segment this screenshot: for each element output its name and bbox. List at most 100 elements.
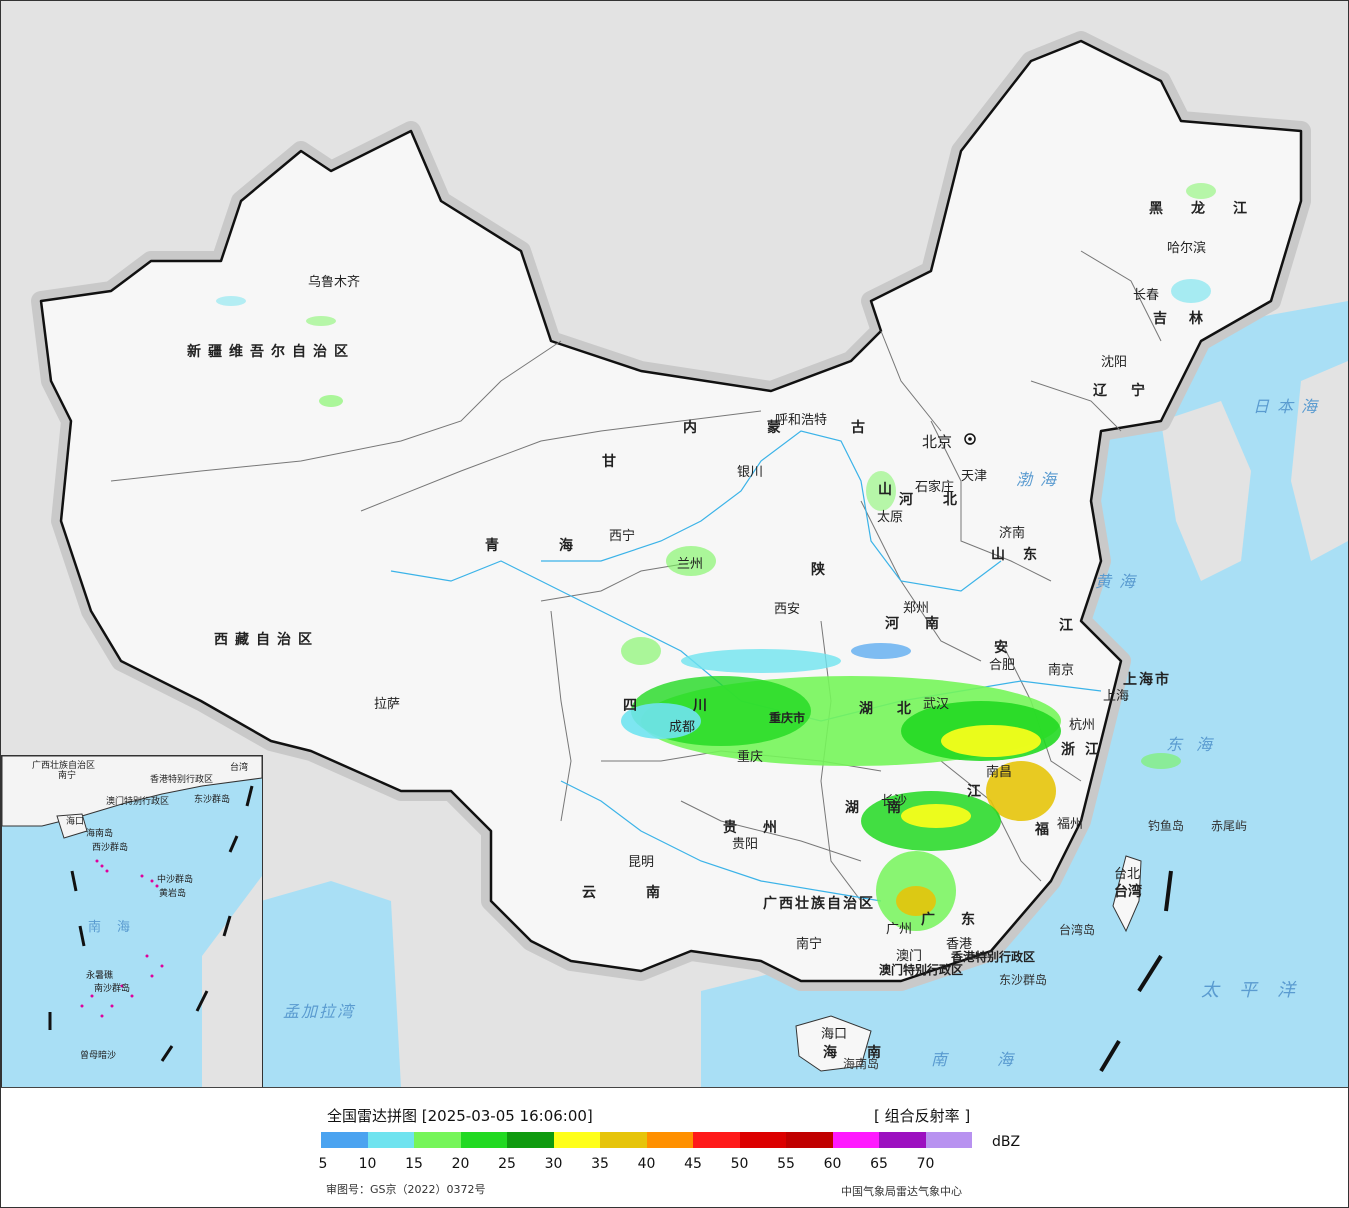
city-hefei: 合肥	[989, 658, 1016, 673]
city-jinan: 济南	[999, 526, 1026, 541]
inset-right-land	[202, 876, 262, 1087]
legend-tick-label: 25	[498, 1156, 516, 1172]
city-macau: 澳门	[896, 949, 923, 964]
city-chengdu: 成都	[669, 720, 696, 735]
label-guangdong: 广东	[921, 912, 1001, 928]
city-nanjing: 南京	[1048, 663, 1075, 678]
sea-yellow: 黄海	[1095, 572, 1144, 591]
city-hohhot: 呼和浩特	[775, 413, 828, 428]
city-zhengzhou: 郑州	[903, 601, 930, 616]
label-shandong: 山东	[991, 547, 1055, 563]
inset-label-hk: 香港特别行政区	[150, 775, 214, 785]
review-number: 审图号：GS京（2022）0372号	[326, 1183, 486, 1196]
color-scale-bar	[321, 1132, 972, 1148]
sea-japan: 日本海	[1253, 397, 1326, 416]
city-kunming: 昆明	[628, 855, 655, 870]
legend-swatch	[925, 1132, 972, 1148]
city-harbin: 哈尔滨	[1167, 241, 1207, 256]
inset-label-zengmu: 曾母暗沙	[80, 1051, 117, 1061]
inset-label-yongshu: 永暑礁	[86, 971, 114, 981]
label-henan: 河南	[885, 616, 965, 632]
city-chongqing: 重庆	[737, 750, 764, 765]
inset-hainan	[56, 813, 88, 839]
legend-tick-label: 50	[730, 1156, 749, 1172]
label-guizhou: 贵州	[723, 820, 803, 836]
south-china-sea-inset: 广西壮族自治区 南宁 台湾 香港特别行政区 澳门特别行政区 东沙群岛 海口 海南…	[1, 755, 263, 1087]
city-nanning: 南宁	[796, 937, 823, 952]
label-jilin: 吉林	[1153, 311, 1225, 327]
city-changsha: 长沙	[881, 794, 908, 809]
hainan-island	[795, 1015, 872, 1072]
legend-swatch	[460, 1132, 507, 1148]
sea-bohai: 渤海	[1016, 470, 1065, 489]
label-hebei: 河北	[899, 492, 987, 508]
city-lhasa: 拉萨	[374, 697, 401, 712]
inset-label-haikou: 海口	[66, 817, 85, 827]
inset-reefs	[80, 859, 164, 1018]
label-jiangsu: 江	[1059, 618, 1080, 634]
label-liaoning: 辽宁	[1093, 383, 1169, 399]
legend-swatch	[414, 1132, 461, 1148]
inset-land	[2, 756, 262, 827]
city-lanzhou: 兰州	[677, 557, 704, 572]
inset-label-hainan-island: 海南岛	[86, 829, 114, 839]
radar-map[interactable]: 新疆维吾尔自治区 西藏自治区 青海 甘 内蒙古 黑龙江 吉林 辽宁 河北 山 山…	[1, 1, 1348, 1088]
china-map-canvas	[1, 1, 1348, 1087]
legend-swatch	[832, 1132, 879, 1148]
label-taiwan: 台湾	[1114, 884, 1142, 900]
legend-tick-label: 65	[870, 1156, 888, 1172]
sea-east: 东海	[1166, 735, 1227, 754]
sea-bengal: 孟加拉湾	[283, 1002, 356, 1021]
inset-label-macau: 澳门特别行政区	[106, 797, 170, 807]
city-shanghai: 上海	[1103, 689, 1130, 704]
label-shanxi: 山	[878, 482, 899, 498]
city-guiyang: 贵阳	[732, 837, 759, 852]
inset-label-south-sea: 南海	[88, 920, 147, 935]
label-qinghai: 青海	[485, 538, 633, 554]
sea-pacific: 太平洋	[1201, 980, 1315, 1001]
inset-boundary-dashes	[48, 785, 254, 1062]
legend-product: [ 组合反射率 ]	[874, 1107, 971, 1125]
legend-tick-label: 60	[823, 1156, 842, 1172]
city-taipei: 台北	[1114, 867, 1141, 882]
island-chiwei: 赤尾屿	[1211, 819, 1248, 833]
inset-label-nanning: 南宁	[58, 771, 77, 781]
city-hongkong: 香港	[946, 937, 973, 952]
city-yinchuan: 银川	[737, 465, 764, 480]
label-chongqing: 重庆市	[769, 711, 806, 725]
city-tianjin: 天津	[961, 469, 988, 484]
legend-swatch	[786, 1132, 833, 1148]
label-heilongjiang: 黑龙江	[1149, 201, 1275, 217]
label-inner-mongolia: 内蒙古	[683, 420, 935, 436]
city-xining: 西宁	[609, 529, 636, 544]
label-zhejiang: 浙江	[1061, 742, 1109, 758]
legend-tick-label: 45	[684, 1156, 702, 1172]
legend-tick-label: 15	[405, 1156, 423, 1172]
city-beijing: 北京	[922, 433, 953, 451]
city-shenyang: 沈阳	[1101, 355, 1128, 370]
legend-swatch	[879, 1132, 926, 1148]
maritime-boundary	[1099, 870, 1173, 1073]
legend-tick-label: 20	[451, 1156, 470, 1172]
inset-label-zhongsha: 中沙群岛	[157, 875, 194, 885]
label-jiangxi: 江	[967, 784, 988, 800]
label-xinjiang: 新疆维吾尔自治区	[187, 344, 355, 360]
legend-panel: 全国雷达拼图 [2025-03-05 16:06:00] [ 组合反射率 ] d…	[1, 1088, 1348, 1207]
label-hainan: 海南	[823, 1045, 911, 1061]
legend-swatch	[600, 1132, 647, 1148]
label-hubei: 湖北	[859, 701, 935, 717]
city-urumqi: 乌鲁木齐	[308, 275, 361, 290]
legend-title: 全国雷达拼图 [2025-03-05 16:06:00]	[327, 1107, 593, 1125]
inset-label-nansha: 南沙群岛	[94, 984, 131, 994]
legend-tick-label: 35	[591, 1156, 609, 1172]
label-shaanxi: 陕	[811, 562, 832, 578]
city-guangzhou: 广州	[886, 922, 913, 937]
city-nanchang: 南昌	[986, 765, 1013, 780]
radar-echoes	[216, 183, 1216, 931]
legend-swatch	[553, 1132, 600, 1148]
city-wuhan: 武汉	[923, 697, 950, 712]
legend-tick-label: 30	[544, 1156, 563, 1172]
legend-swatch	[507, 1132, 554, 1148]
label-hongkong-sar: 香港特别行政区	[951, 950, 1036, 964]
legend-swatch	[646, 1132, 693, 1148]
